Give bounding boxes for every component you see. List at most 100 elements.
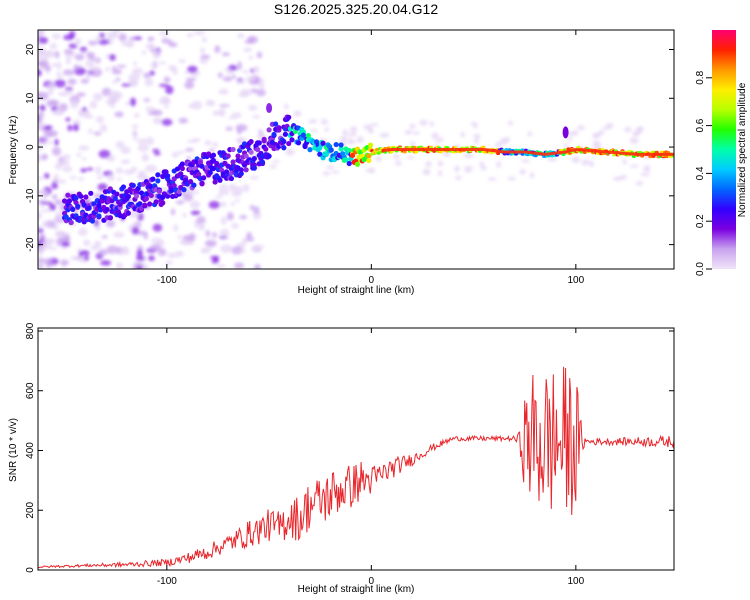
noise-blob (141, 50, 147, 55)
noise-blob (145, 106, 156, 112)
noise-blob (184, 71, 189, 75)
noise-blob (605, 122, 614, 128)
noise-blob (228, 185, 237, 192)
noise-blob (106, 32, 118, 37)
noise-blob (142, 97, 151, 103)
noise-blob (455, 175, 462, 181)
noise-blob (38, 115, 42, 124)
noise-blob (51, 147, 62, 156)
ridge-blob (235, 153, 241, 159)
noise-blob (38, 37, 49, 44)
noise-blob (96, 175, 104, 180)
noise-blob (185, 77, 197, 82)
noise-blob (250, 88, 258, 94)
ridge-blob (354, 161, 361, 167)
ridge-blob (243, 167, 249, 173)
noise-blob (193, 30, 206, 36)
noise-blob (246, 231, 252, 239)
noise-blob (250, 244, 260, 253)
noise-blob (42, 154, 47, 161)
noise-blob (240, 249, 246, 253)
noise-blob (95, 166, 102, 175)
noise-blob (76, 92, 86, 97)
noise-blob (144, 78, 154, 87)
noise-blob (141, 153, 150, 162)
noise-blob (173, 223, 179, 232)
noise-blob (78, 250, 90, 256)
noise-blob (68, 43, 78, 49)
noise-blob (463, 169, 473, 173)
noise-blob (72, 123, 79, 132)
noise-blob (623, 126, 632, 133)
noise-blob (97, 183, 108, 191)
noise-blob (80, 168, 87, 173)
noise-blob (208, 200, 221, 209)
ridge-blob (289, 137, 295, 143)
noise-blob (57, 61, 62, 70)
noise-blob (38, 68, 42, 77)
noise-blob (635, 126, 644, 131)
snr-series-line (38, 366, 674, 569)
colorbar-label: Normalized spectral amplitude (737, 82, 748, 217)
ridge-blob (349, 152, 356, 159)
noise-blob (76, 152, 82, 158)
noise-blob (61, 241, 71, 247)
noise-blob (226, 70, 234, 75)
noise-blob (38, 111, 45, 118)
noise-blob (121, 83, 132, 87)
noise-blob (248, 80, 260, 85)
noise-blob (136, 173, 148, 181)
ridge-blob (183, 177, 189, 183)
ridge-blob (179, 161, 185, 167)
noise-blob (571, 156, 581, 164)
ridge-blob (256, 140, 262, 146)
noise-blob (253, 206, 260, 214)
noise-blob (256, 51, 263, 59)
noise-blob (81, 157, 87, 161)
ridge-blob (191, 182, 197, 188)
noise-blob (109, 103, 115, 109)
ridge-blob (230, 159, 236, 165)
noise-blob (320, 118, 328, 125)
noise-blob (131, 81, 138, 86)
colorbar: 0.0 0.2 0.4 0.6 0.8 Normalized spectral ampl… (695, 30, 748, 276)
noise-blob (100, 260, 112, 266)
ridge-blob (248, 149, 254, 155)
y-tick-label: -10 (25, 188, 36, 203)
noise-blob (370, 123, 379, 127)
noise-blob (58, 160, 70, 167)
snr-frame (37, 327, 675, 571)
ridge-blob (171, 183, 177, 189)
ridge-blob (286, 114, 292, 120)
noise-blob (38, 154, 43, 163)
ridge-blob (320, 140, 326, 146)
noise-blob (118, 33, 127, 42)
noise-blob (54, 138, 59, 146)
ridge-blob (217, 177, 223, 183)
snr-x-ticks: -100 0 100 (157, 328, 585, 587)
noise-blob (63, 49, 74, 55)
noise-blob (65, 55, 72, 65)
noise-blob (120, 159, 131, 165)
noise-blob (437, 160, 444, 167)
noise-blob (55, 50, 60, 59)
noise-blob (212, 142, 219, 148)
noise-blob (409, 123, 416, 129)
ridge-blob (255, 146, 261, 153)
noise-blob (161, 37, 169, 44)
noise-blob (51, 179, 60, 183)
noise-blob (176, 234, 183, 239)
noise-blob (190, 210, 201, 216)
ridge-blob (305, 132, 311, 139)
noise-blob (460, 131, 466, 138)
noise-blob (233, 262, 244, 269)
noise-blob (125, 39, 135, 48)
noise-blob (254, 264, 261, 269)
noise-blob (219, 228, 230, 237)
noise-blob (419, 119, 428, 126)
noise-blob (82, 106, 87, 112)
noise-blob (98, 149, 111, 159)
ridge-blob (276, 125, 282, 131)
noise-blob (324, 127, 330, 132)
ridge-blob (346, 160, 352, 167)
